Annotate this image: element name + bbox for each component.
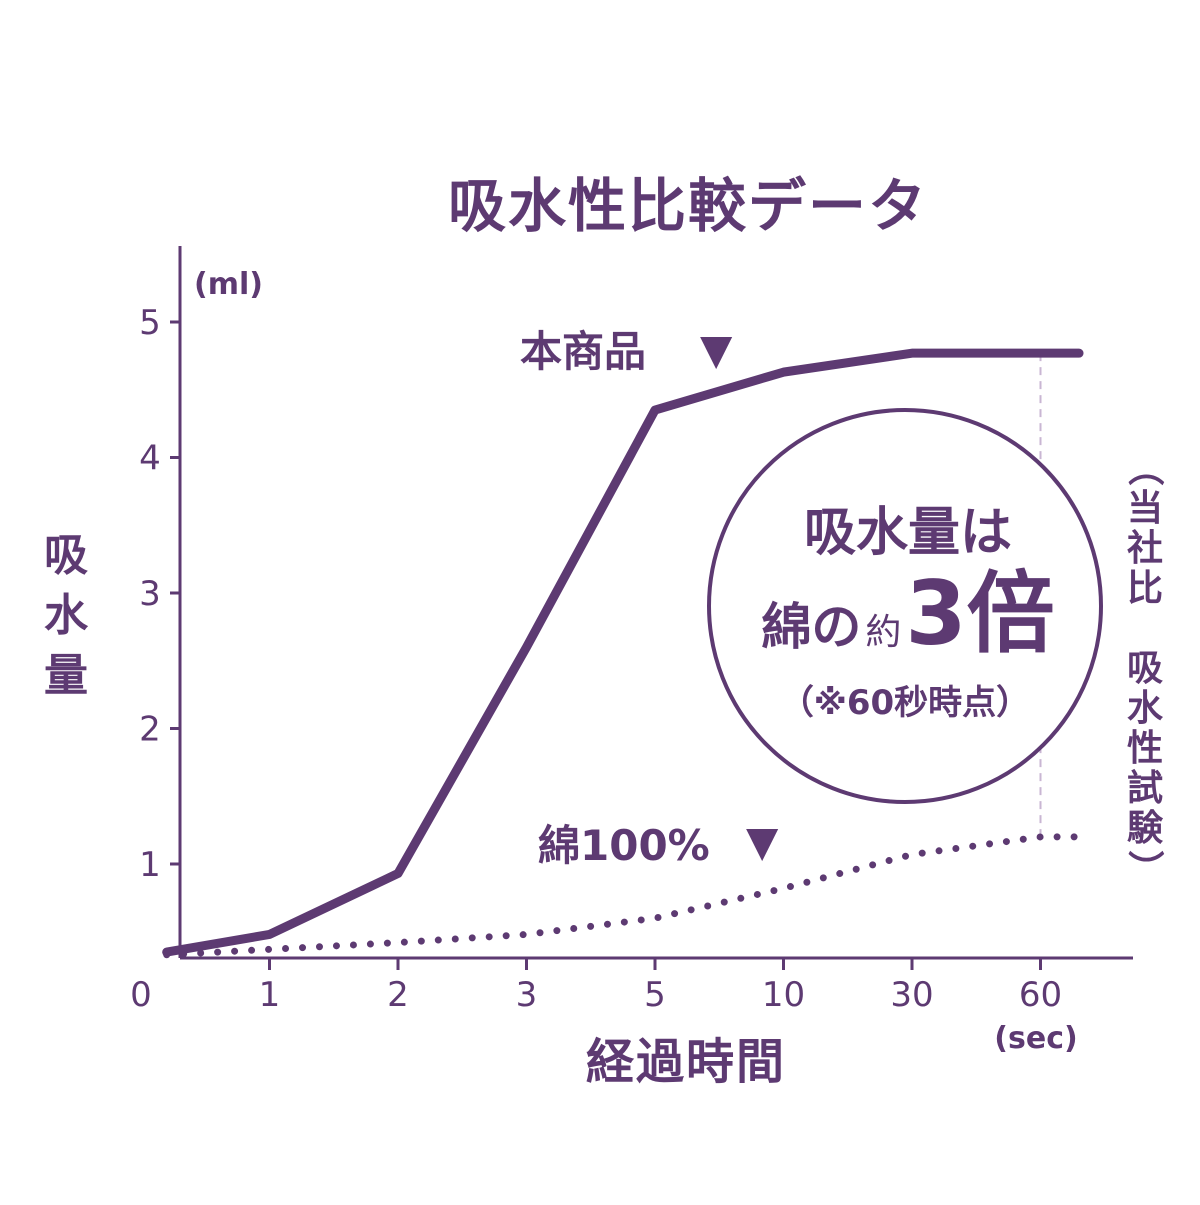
side-note-char: 社 bbox=[1127, 528, 1163, 569]
side-note-char: 試 bbox=[1127, 768, 1163, 809]
y-axis-label-char: 量 bbox=[44, 650, 88, 701]
y-axis-label-char: 吸 bbox=[44, 530, 88, 581]
y-tick-label: 1 bbox=[139, 845, 161, 885]
callout-line2-c: 3倍 bbox=[905, 562, 1054, 665]
x-tick-label: 10 bbox=[762, 975, 805, 1015]
y-tick-label: 5 bbox=[139, 303, 161, 343]
side-note-char: 当 bbox=[1127, 488, 1163, 529]
x-tick-label: 30 bbox=[890, 975, 933, 1015]
side-note-char: 吸 bbox=[1127, 648, 1163, 689]
side-note-char: 性 bbox=[1127, 728, 1163, 769]
x-tick-label: 2 bbox=[387, 975, 409, 1015]
series-label-product-marker: ▼ bbox=[700, 325, 733, 374]
series-label-cotton-text: 綿100% bbox=[538, 821, 710, 870]
y-tick-label: 4 bbox=[139, 439, 161, 479]
series-label-cotton-marker: ▼ bbox=[746, 817, 779, 866]
callout-line3: （※60秒時点） bbox=[780, 683, 1030, 723]
callout-line2-b: 約 bbox=[865, 612, 901, 653]
side-note-char: 水 bbox=[1127, 688, 1164, 729]
side-note-char: （ bbox=[1124, 450, 1165, 486]
series-label-product: 本商品 ▼ bbox=[520, 325, 733, 376]
callout-line1: 吸水量は bbox=[804, 503, 1012, 563]
x-tick-label: 60 bbox=[1019, 975, 1062, 1015]
y-axis-label: 吸水量 bbox=[44, 530, 89, 701]
y-tick-label: 3 bbox=[139, 574, 161, 614]
side-note-char: 験 bbox=[1127, 808, 1164, 849]
side-note-char: ） bbox=[1124, 850, 1165, 886]
x-tick-label: 0 bbox=[130, 975, 152, 1015]
x-axis-label: 経過時間 bbox=[586, 1034, 786, 1090]
y-axis-unit: (ml) bbox=[194, 267, 263, 302]
callout-circle: 吸水量は 綿の約3倍 （※60秒時点） bbox=[709, 410, 1101, 802]
callout-line2-a: 綿の bbox=[761, 598, 861, 656]
chart-title: 吸水性比較データ bbox=[448, 172, 928, 240]
y-axis-label-char: 水 bbox=[44, 590, 89, 641]
x-axis-unit: (sec) bbox=[994, 1021, 1077, 1056]
x-tick-label: 1 bbox=[259, 975, 281, 1015]
x-tick-label: 5 bbox=[644, 975, 666, 1015]
side-note-char: 比 bbox=[1127, 568, 1163, 609]
x-tick-label: 3 bbox=[516, 975, 538, 1015]
series-label-product-text: 本商品 bbox=[520, 327, 646, 376]
y-tick-label: 2 bbox=[139, 710, 161, 750]
series-label-cotton: 綿100% ▼ bbox=[538, 817, 779, 870]
